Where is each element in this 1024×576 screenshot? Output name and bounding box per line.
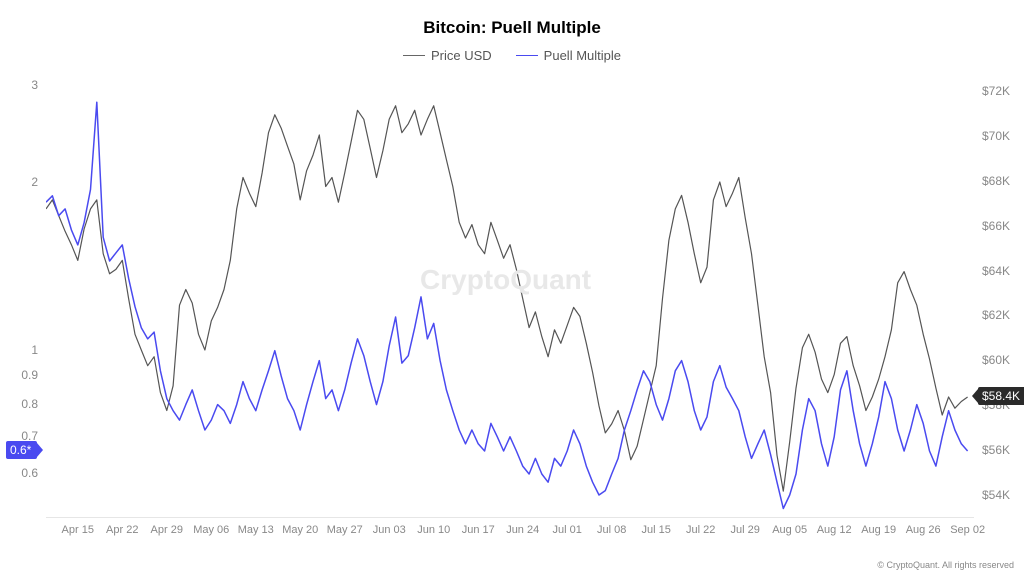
y-right-tick: $66K [982, 219, 1010, 233]
y-right-tick: $70K [982, 129, 1010, 143]
y-right-tick: $54K [982, 488, 1010, 502]
y-right-tick: $56K [982, 443, 1010, 457]
legend-item[interactable]: Price USD [403, 48, 492, 63]
y-left-tick: 0.9 [0, 368, 38, 382]
x-tick: Aug 26 [906, 524, 941, 536]
y-right-tick: $62K [982, 308, 1010, 322]
x-tick: Apr 22 [106, 524, 138, 536]
x-tick: May 27 [327, 524, 363, 536]
x-tick: Jul 08 [597, 524, 626, 536]
y-right-tick: $68K [982, 174, 1010, 188]
x-tick: May 20 [282, 524, 318, 536]
x-tick: Jul 22 [686, 524, 715, 536]
y-right-tick: $60K [982, 353, 1010, 367]
legend-label: Price USD [431, 48, 492, 63]
x-tick: Jun 10 [417, 524, 450, 536]
chart-container: Bitcoin: Puell Multiple Price USD Puell M… [0, 0, 1024, 576]
legend-item[interactable]: Puell Multiple [516, 48, 621, 63]
x-tick: Jul 29 [730, 524, 759, 536]
x-tick: Apr 15 [62, 524, 94, 536]
chart-title: Bitcoin: Puell Multiple [0, 18, 1024, 38]
x-tick: Aug 12 [817, 524, 852, 536]
x-tick: Sep 02 [950, 524, 985, 536]
y-left-tick: 0.8 [0, 397, 38, 411]
y-left-tick: 3 [0, 78, 38, 92]
legend-swatch [403, 55, 425, 56]
x-tick: Jun 03 [373, 524, 406, 536]
x-tick: Aug 05 [772, 524, 807, 536]
copyright: © CryptoQuant. All rights reserved [877, 560, 1014, 570]
y-right-tick: $64K [982, 264, 1010, 278]
y-left-tick: 0.6 [0, 466, 38, 480]
y-left-tick: 1 [0, 343, 38, 357]
legend: Price USD Puell Multiple [0, 44, 1024, 63]
x-tick: Jun 17 [462, 524, 495, 536]
x-tick: Jul 01 [553, 524, 582, 536]
y-right-tick: $72K [982, 84, 1010, 98]
x-tick: Aug 19 [861, 524, 896, 536]
plot-svg [46, 70, 974, 518]
legend-swatch [516, 55, 538, 56]
puell-badge: 0.6* [6, 441, 37, 459]
y-left-tick: 2 [0, 175, 38, 189]
x-tick: May 13 [238, 524, 274, 536]
x-tick: Jul 15 [642, 524, 671, 536]
legend-label: Puell Multiple [544, 48, 621, 63]
price-badge: $58.4K [978, 387, 1024, 405]
x-tick: Apr 29 [151, 524, 183, 536]
x-tick: May 06 [193, 524, 229, 536]
x-tick: Jun 24 [506, 524, 539, 536]
